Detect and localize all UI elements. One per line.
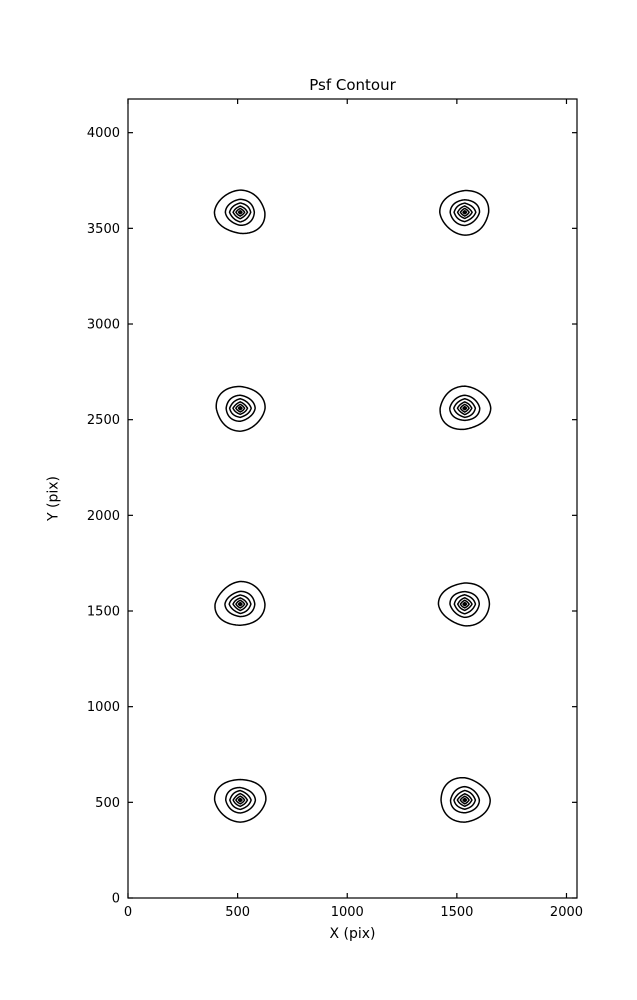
contour-line bbox=[456, 401, 473, 416]
contour-blob bbox=[214, 580, 266, 626]
contour-line bbox=[449, 394, 481, 422]
contour-line bbox=[449, 785, 481, 814]
contour-line bbox=[453, 202, 477, 223]
x-tick-label: 2000 bbox=[550, 905, 583, 920]
contour-line bbox=[459, 599, 470, 609]
y-tick-label: 0 bbox=[112, 892, 120, 907]
x-tick-label: 0 bbox=[124, 905, 132, 920]
contour-line bbox=[459, 403, 470, 413]
y-tick-label: 4000 bbox=[87, 126, 120, 141]
contour-line bbox=[235, 403, 246, 413]
contour-line bbox=[439, 189, 490, 236]
contour-line bbox=[453, 789, 477, 811]
x-tick-label: 1000 bbox=[331, 905, 364, 920]
contour-peak-dot bbox=[462, 601, 468, 607]
y-tick-label: 3500 bbox=[87, 222, 120, 237]
y-tick-label: 2000 bbox=[87, 509, 120, 524]
x-axis-label: X (pix) bbox=[329, 926, 375, 942]
contour-peak-dot bbox=[462, 209, 468, 215]
contour-line bbox=[456, 793, 473, 808]
contour-line bbox=[224, 198, 256, 227]
x-tick-label: 500 bbox=[225, 905, 250, 920]
contour-blob bbox=[213, 189, 266, 235]
contour-line bbox=[459, 207, 470, 217]
contour-blob bbox=[213, 778, 267, 823]
contour-blob bbox=[439, 385, 492, 431]
contour-line bbox=[228, 594, 252, 615]
contour-line bbox=[456, 597, 473, 612]
contour-blob bbox=[215, 385, 266, 432]
contour-peak-dot bbox=[237, 797, 243, 803]
contour-line bbox=[232, 792, 249, 808]
contour-line bbox=[235, 795, 246, 805]
contour-line bbox=[232, 205, 249, 220]
contour-line bbox=[225, 394, 256, 422]
contour-line bbox=[437, 582, 491, 627]
contour-blob bbox=[437, 582, 491, 627]
contour-blob bbox=[440, 776, 491, 823]
contour-peak-dot bbox=[237, 601, 243, 607]
y-tick-label: 1000 bbox=[87, 700, 120, 715]
plot-title: Psf Contour bbox=[309, 76, 396, 94]
contour-line bbox=[214, 580, 266, 626]
contour-line bbox=[215, 385, 266, 432]
contour-line bbox=[449, 590, 481, 619]
contour-peak-dot bbox=[237, 209, 243, 215]
x-tick-label: 1500 bbox=[440, 905, 473, 920]
contour-blob bbox=[439, 189, 490, 236]
axes-frame bbox=[127, 98, 578, 899]
contour-line bbox=[229, 789, 252, 811]
contour-line bbox=[235, 599, 246, 609]
y-tick-label: 1500 bbox=[87, 605, 120, 620]
contour-peak-dot bbox=[462, 405, 468, 411]
contour-group bbox=[213, 189, 492, 823]
contour-line bbox=[228, 397, 252, 419]
tick-labels: 0 500 1000 1500 2000 0 500 1000 1500 2000 2500 3000… bbox=[87, 126, 583, 920]
y-axis-label: Y (pix) bbox=[46, 476, 62, 522]
y-tick-label: 2500 bbox=[87, 413, 120, 428]
contour-line bbox=[449, 199, 481, 227]
contour-line bbox=[232, 597, 249, 612]
contour-line bbox=[235, 207, 246, 217]
axis-ticks bbox=[127, 99, 577, 899]
contour-line bbox=[459, 795, 470, 805]
contour-line bbox=[439, 385, 492, 431]
y-tick-label: 500 bbox=[95, 796, 120, 811]
contour-line bbox=[456, 205, 473, 220]
contour-peak-dot bbox=[462, 797, 468, 803]
contour-line bbox=[453, 594, 477, 615]
contour-line bbox=[232, 401, 249, 416]
y-tick-label: 3000 bbox=[87, 318, 120, 333]
contour-line bbox=[228, 202, 252, 223]
contour-line bbox=[213, 189, 266, 235]
contour-line bbox=[213, 778, 267, 823]
contour-peak-dot bbox=[237, 405, 243, 411]
contour-line bbox=[453, 398, 477, 419]
contour-line bbox=[225, 786, 257, 814]
contour-line bbox=[224, 590, 256, 618]
contour-line bbox=[440, 776, 491, 823]
